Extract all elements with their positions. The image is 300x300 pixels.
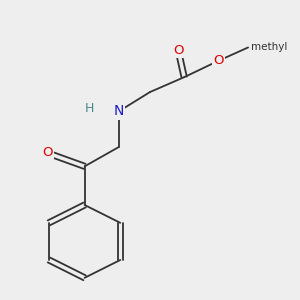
Text: O: O xyxy=(213,54,224,67)
Text: O: O xyxy=(173,44,184,57)
Text: H: H xyxy=(84,102,94,115)
Text: N: N xyxy=(114,104,124,118)
Text: methyl: methyl xyxy=(251,43,287,52)
Text: O: O xyxy=(42,146,53,160)
